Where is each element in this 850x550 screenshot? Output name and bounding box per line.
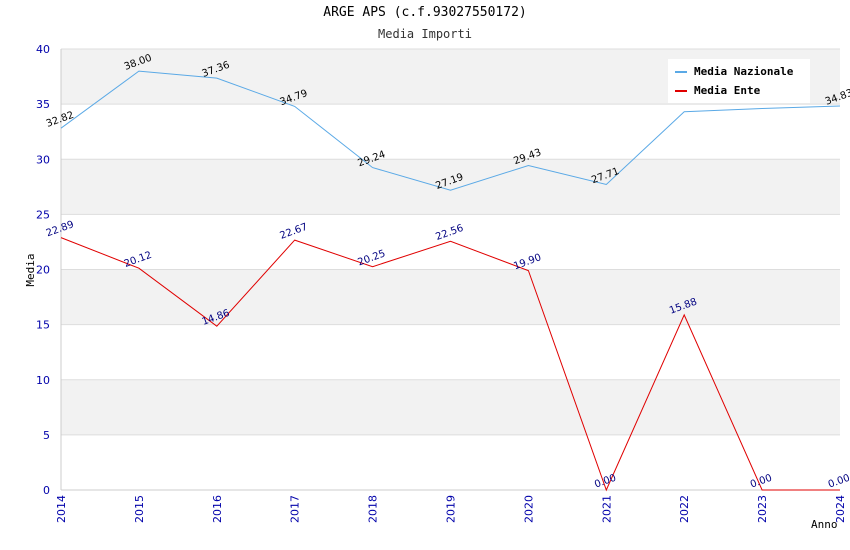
x-tick-label: 2022 [678, 495, 691, 523]
chart-title: ARGE APS (c.f.93027550172) [323, 5, 527, 20]
series-lines [60, 70, 841, 492]
x-tick-labels: 2014 2015 2016 2017 2018 2019 2020 2021 2022 2023… [55, 495, 847, 523]
y-tick-labels: 0 5 10 15 20 25 30 35 40 [36, 43, 50, 497]
x-tick-label: 2015 [133, 495, 146, 523]
series-line-nazionale [60, 70, 841, 191]
series-line-ente [60, 237, 840, 492]
y-tick-label: 20 [36, 264, 50, 277]
x-tick-label: 2018 [367, 495, 380, 523]
x-tick-label: 2021 [600, 495, 613, 523]
x-axis-label: Anno [811, 518, 838, 531]
plot-band [61, 104, 840, 160]
legend: Media Nazionale Media Ente [668, 59, 810, 103]
y-tick-label: 15 [36, 319, 50, 332]
x-tick-label: 2023 [756, 495, 769, 523]
y-tick-label: 10 [36, 374, 50, 387]
plot-band [61, 379, 840, 435]
grid-lines [61, 48, 840, 491]
plot-band [61, 324, 840, 380]
legend-label-nazionale: Media Nazionale [694, 65, 794, 78]
x-tick-label: 2014 [55, 495, 68, 523]
plot-band [61, 434, 840, 490]
legend-box [668, 59, 810, 103]
x-tick-label: 2016 [211, 495, 224, 523]
plot-bands [61, 49, 840, 490]
x-tick-label: 2017 [289, 495, 302, 523]
y-axis-label: Media [24, 253, 37, 286]
legend-label-ente: Media Ente [694, 84, 761, 97]
plot-band [61, 269, 840, 325]
y-tick-label: 25 [36, 208, 50, 221]
x-tick-label: 2019 [445, 495, 458, 523]
y-tick-label: 0 [43, 484, 50, 497]
y-tick-label: 30 [36, 153, 50, 166]
x-tick-label: 2024 [834, 495, 847, 523]
y-tick-label: 40 [36, 43, 50, 56]
plot-band [61, 159, 840, 215]
axes [60, 49, 840, 491]
chart-subtitle: Media Importi [378, 27, 472, 41]
y-tick-label: 35 [36, 98, 50, 111]
y-tick-label: 5 [43, 429, 50, 442]
x-tick-label: 2020 [522, 495, 535, 523]
plot-band [61, 214, 840, 270]
